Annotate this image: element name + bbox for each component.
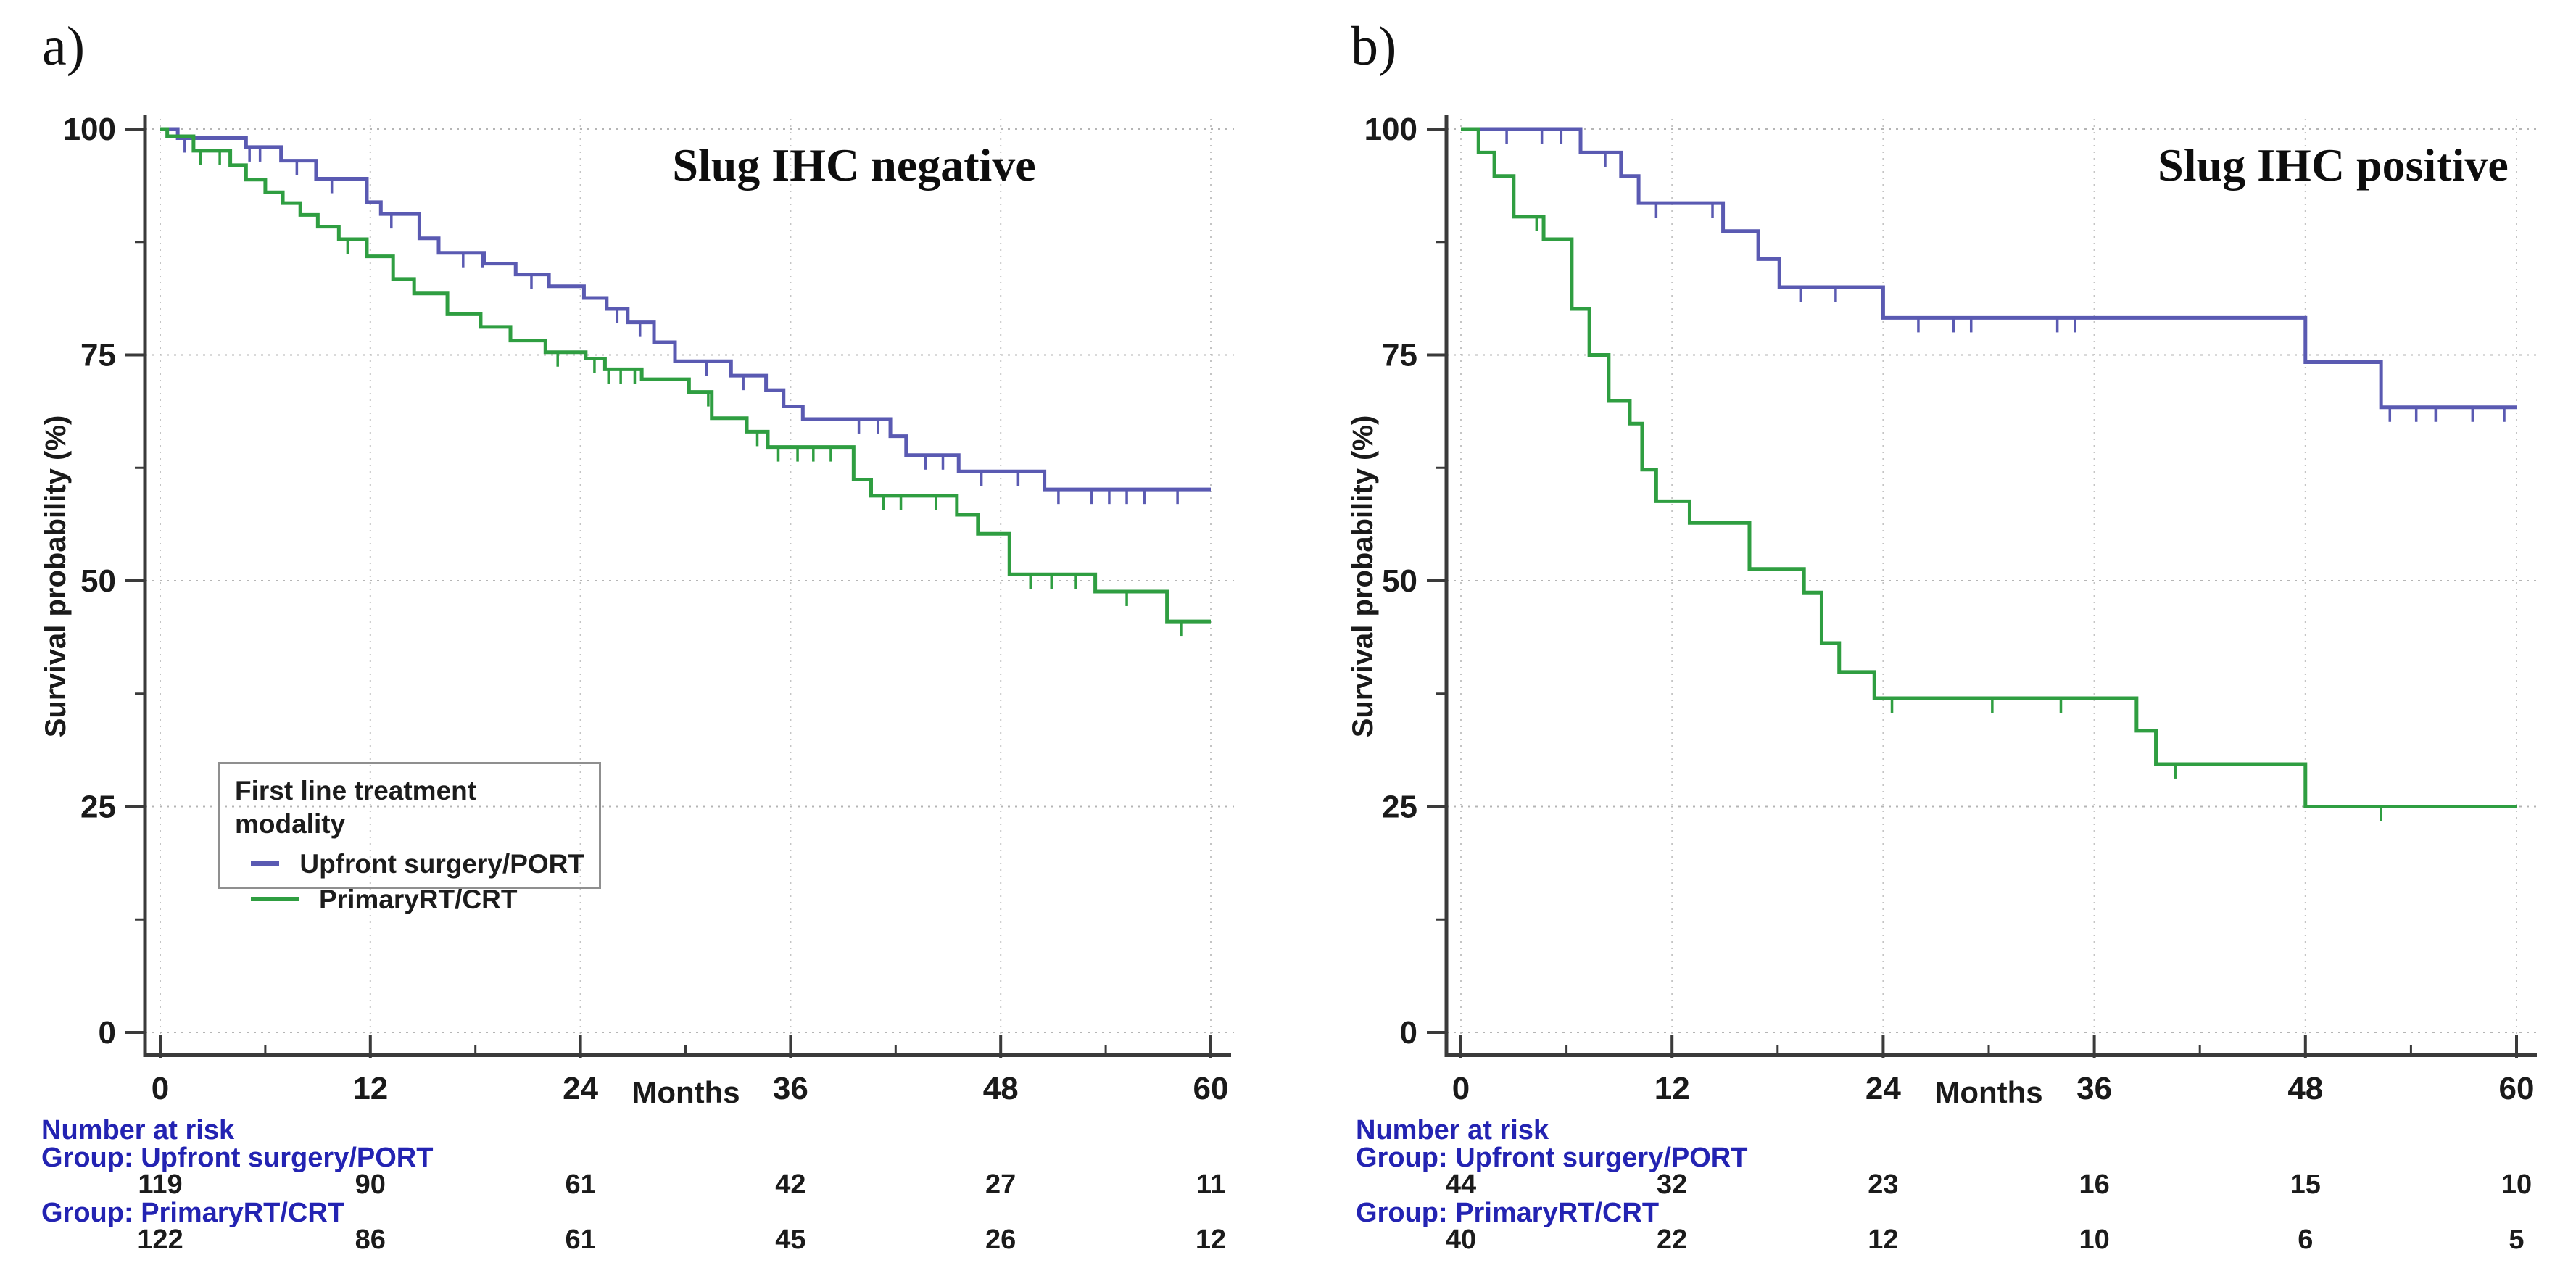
survival-curve-primaryrt-crt [160,127,1211,624]
risk-count: 16 [2079,1169,2110,1200]
x-tick-label: 36 [2076,1071,2112,1106]
panel-b-label: b) [1351,16,1397,77]
x-tick-label: 24 [563,1071,598,1106]
risk-count: 10 [2079,1225,2110,1255]
risk-count: 122 [137,1225,183,1255]
survival-curve-primaryrt-crt [1461,127,2517,808]
legend-item-upfront-surgery-port: Upfront surgery/PORT [235,850,584,877]
risk-group-label: Group: Upfront surgery/PORT [1356,1143,1748,1173]
y-tick-label: 0 [99,1015,116,1051]
risk-count: 61 [565,1169,596,1200]
panel-b-xlabel: Months [1934,1075,2043,1109]
risk-group-label: Group: PrimaryRT/CRT [41,1198,345,1228]
risk-count: 12 [1868,1225,1899,1255]
panel-a-xlabel: Months [631,1075,740,1109]
risk-count: 61 [565,1225,596,1255]
y-tick-label: 50 [80,563,116,599]
risk-table-header: Number at risk [1356,1115,1549,1146]
risk-count: 45 [775,1225,806,1255]
risk-count: 44 [1445,1169,1477,1200]
panel-a: a) 100 75 50 25 0 0 12 24 36 48 60 Slug IHC negati… [40,16,1234,1255]
risk-count: 6 [2298,1225,2314,1255]
legend: First line treatment modality Upfront su… [218,762,601,913]
x-tick-label: 12 [352,1071,388,1106]
x-tick-label: 60 [1193,1071,1229,1106]
risk-count: 40 [1445,1225,1477,1255]
survival-curve-upfront-surgery-port [1461,127,2517,410]
y-tick-label: 75 [80,338,116,373]
panel-a-ylabel: Survival probability (%) [40,415,72,738]
risk-count: 15 [2290,1169,2321,1200]
risk-count: 90 [355,1169,386,1200]
km-plot-b: 100 75 50 25 00 12 24 36 48 60 [1364,112,2540,1106]
panel-b: b) 100 75 50 25 0 0 12 24 36 48 60 Slug IHC positi… [1288,0,2576,1284]
risk-count: 23 [1868,1169,1899,1200]
risk-count: 22 [1657,1225,1688,1255]
legend-item-primary-rt-crt: PrimaryRT/CRT [235,886,584,913]
legend-swatch-upfront-icon [251,861,280,866]
y-tick-label: 100 [63,112,116,147]
legend-item-label: PrimaryRT/CRT [319,884,518,914]
y-tick-label: 75 [1382,338,1417,373]
panel-b-title: Slug IHC positive [2158,139,2509,191]
panel-b-ylabel: Survival probability (%) [1347,415,1379,738]
x-tick-label: 0 [1452,1071,1470,1106]
y-tick-label: 25 [1382,790,1417,825]
x-tick-label: 36 [773,1071,808,1106]
legend-item-label: Upfront surgery/PORT [299,848,584,879]
legend-swatch-primary-icon [251,897,299,901]
risk-count: 27 [985,1169,1016,1200]
risk-count: 5 [2509,1225,2525,1255]
km-plot-a: 100 75 50 25 0 0 12 24 36 48 60 [63,112,1234,1106]
panel-a-label: a) [42,16,86,77]
x-tick-label: 60 [2499,1071,2535,1106]
y-tick-label: 100 [1364,112,1417,147]
x-tick-label: 48 [2287,1071,2323,1106]
risk-count: 26 [985,1225,1016,1255]
y-tick-label: 50 [1382,563,1417,599]
risk-count: 119 [138,1169,183,1200]
risk-count: 12 [1195,1225,1227,1255]
risk-count: 11 [1196,1169,1226,1200]
y-tick-label: 25 [80,790,116,825]
risk-count: 86 [355,1225,386,1255]
legend-title: First line treatment modality [235,776,477,840]
risk-count: 42 [775,1169,806,1200]
x-tick-label: 48 [983,1071,1019,1106]
risk-count: 10 [2501,1169,2532,1200]
survival-curve-upfront-surgery-port [160,127,1211,492]
risk-count: 32 [1657,1169,1688,1200]
y-tick-label: 0 [1400,1015,1417,1051]
risk-group-label: Group: Upfront surgery/PORT [41,1143,434,1173]
risk-table-header: Number at risk [41,1115,235,1146]
risk-group-label: Group: PrimaryRT/CRT [1356,1198,1660,1228]
x-tick-label: 24 [1865,1071,1901,1106]
panel-a-title: Slug IHC negative [672,139,1036,191]
x-tick-label: 12 [1654,1071,1690,1106]
x-tick-label: 0 [152,1071,169,1106]
